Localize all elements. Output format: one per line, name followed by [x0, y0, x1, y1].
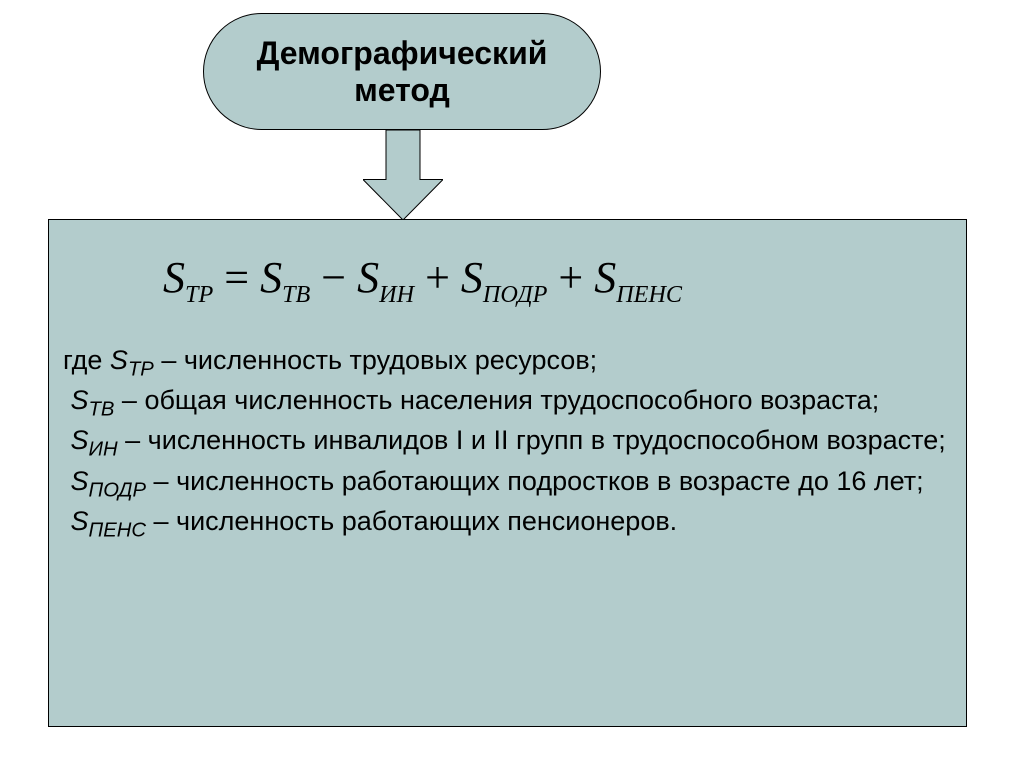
title-line-1: Демографический [257, 35, 548, 71]
arrow-down-icon [363, 130, 443, 220]
content-panel: SТР = SТВ − SИН + SПОДР + SПЕНС где SТР … [48, 219, 967, 727]
legend-item: SИН – численность инвалидов I и II групп… [63, 423, 954, 463]
title-callout: Демографический метод [203, 13, 601, 130]
legend-item: где SТР – численность трудовых ресурсов; [63, 343, 954, 383]
legend: где SТР – численность трудовых ресурсов;… [63, 343, 954, 544]
title-line-2: метод [354, 72, 450, 108]
slide-canvas: Демографический метод SТР = SТВ − SИН + … [0, 0, 1024, 767]
legend-item: SПОДР – численность работающих подростко… [63, 464, 954, 504]
formula: SТР = SТВ − SИН + SПОДР + SПЕНС [163, 252, 954, 309]
title-text: Демографический метод [257, 35, 548, 109]
legend-item: SТВ – общая численность населения трудос… [63, 383, 954, 423]
legend-item: SПЕНС – численность работающих пенсионер… [63, 504, 954, 544]
